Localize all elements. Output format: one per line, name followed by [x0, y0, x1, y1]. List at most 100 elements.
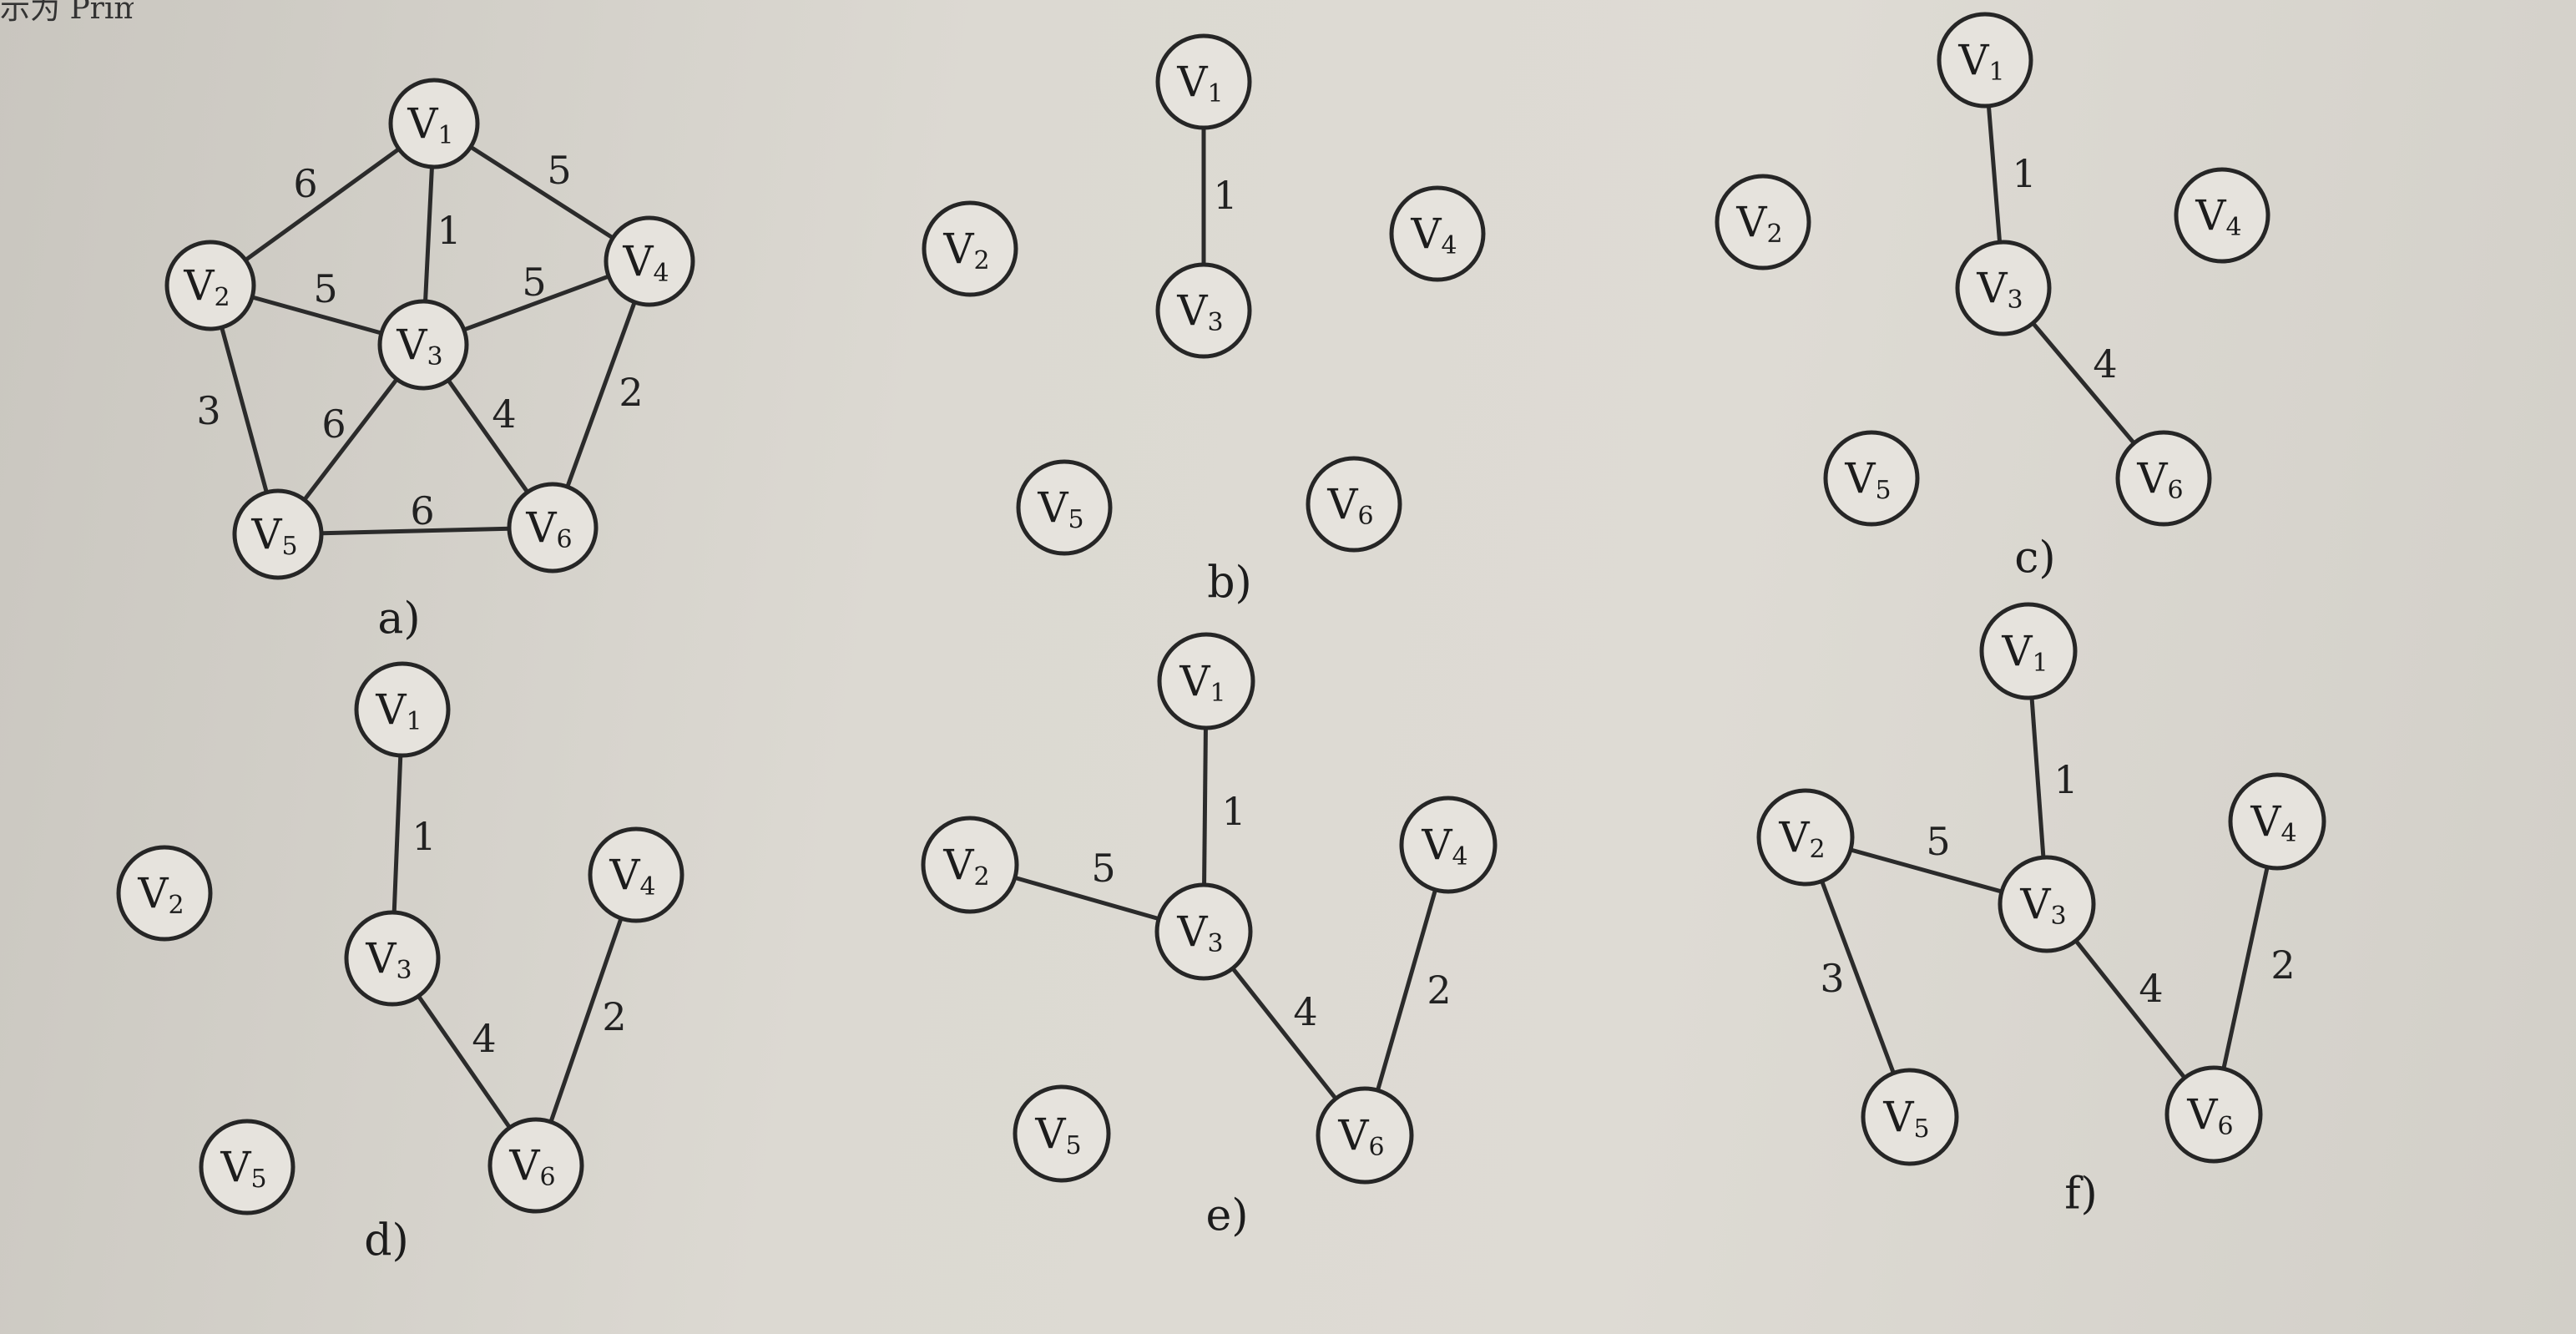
node-v1: V1: [1155, 33, 1252, 130]
node-subscript: 3: [427, 342, 443, 371]
node-circle: [1306, 456, 1402, 553]
node-letter: V: [1778, 813, 1810, 862]
node-label: V1: [407, 99, 453, 150]
node-letter: V: [250, 510, 282, 558]
node-circle: [2115, 430, 2212, 527]
node-label: V5: [1882, 1093, 1929, 1144]
node-subscript: 5: [1066, 1131, 1082, 1160]
node-v5: V5: [1861, 1068, 1959, 1166]
node-v1: V1: [1157, 632, 1255, 730]
node-circle: [487, 1117, 584, 1214]
node-v4: V4: [2174, 167, 2270, 264]
node-v2: V2: [1715, 174, 1811, 270]
node-subscript: 3: [397, 956, 412, 985]
node-subscript: 3: [2051, 902, 2067, 931]
node-letter: V: [2195, 191, 2226, 240]
node-label: V1: [2001, 627, 2048, 678]
node-label: V1: [1957, 36, 2004, 87]
node-v3: V3: [1155, 262, 1252, 359]
node-letter: V: [622, 237, 654, 285]
node-letter: V: [2001, 627, 2033, 675]
node-letter: V: [1176, 58, 1208, 106]
node-subscript: 1: [438, 121, 454, 150]
header-text-fragment: 示为 Prim 算法: [0, 0, 134, 22]
node-letter: V: [2136, 454, 2168, 503]
node-letter: V: [396, 321, 427, 369]
node-v2: V2: [116, 845, 213, 942]
node-label: V1: [375, 685, 422, 736]
node-v1: V1: [388, 78, 480, 169]
node-label: V3: [365, 934, 412, 985]
node-letter: V: [137, 869, 169, 917]
edge-weight-label: 1: [2053, 757, 2078, 802]
node-label: V6: [1337, 1111, 1384, 1162]
node-label: V2: [183, 261, 230, 312]
node-letter: V: [1844, 454, 1876, 503]
node-v4: V4: [2228, 772, 2326, 871]
node-v3: V3: [1154, 882, 1253, 981]
edge-weight-label: 2: [602, 994, 626, 1039]
node-v3: V3: [1998, 855, 2096, 953]
node-letter: V: [1176, 286, 1208, 335]
edge-weight-label: 4: [2139, 966, 2163, 1011]
node-circle: [604, 215, 695, 307]
node-circle: [2228, 772, 2326, 871]
node-v5: V5: [199, 1119, 295, 1215]
node-letter: V: [2019, 880, 2051, 928]
node-v2: V2: [1756, 788, 1855, 887]
node-subscript: 4: [1442, 231, 1457, 260]
node-subscript: 5: [251, 1165, 267, 1194]
node-v6: V6: [1316, 1086, 1414, 1185]
node-subscript: 4: [654, 259, 669, 288]
node-v2: V2: [164, 240, 256, 331]
node-letter: V: [220, 1143, 251, 1191]
node-label: V2: [137, 869, 184, 920]
node-label: V2: [1735, 198, 1782, 249]
edge-weight-label: 1: [437, 208, 461, 253]
node-letter: V: [2250, 797, 2281, 846]
panel-caption: c): [2014, 533, 2055, 584]
node-circle: [2164, 1065, 2263, 1164]
edge-v4-v6: [550, 260, 652, 528]
node-subscript: 4: [1452, 842, 1468, 872]
node-v3: V3: [377, 299, 469, 391]
edge-v4-v6: [2211, 821, 2280, 1115]
edge-weight-label: 5: [313, 266, 337, 311]
node-letter: V: [1421, 821, 1452, 869]
node-v6: V6: [2164, 1065, 2263, 1164]
node-label: V2: [942, 225, 989, 275]
node-circle: [507, 482, 599, 574]
edge-weight-label: 6: [293, 161, 317, 206]
node-label: V2: [942, 841, 989, 892]
node-letter: V: [375, 685, 407, 734]
node-v6: V6: [1306, 456, 1402, 553]
node-v3: V3: [1955, 240, 2052, 336]
node-circle: [1979, 602, 2078, 700]
node-letter: V: [1037, 483, 1068, 532]
node-label: V4: [609, 851, 655, 902]
node-circle: [1861, 1068, 1959, 1166]
edge-weight-label: 4: [1293, 989, 1317, 1034]
node-circle: [164, 240, 256, 331]
edge-weight-label: 4: [2093, 341, 2117, 387]
node-letter: V: [525, 503, 557, 552]
node-letter: V: [365, 934, 397, 983]
edge-weight-label: 5: [522, 260, 546, 305]
node-subscript: 6: [2168, 476, 2184, 505]
edge-v5-v6: [277, 525, 553, 537]
node-v5: V5: [1823, 430, 1920, 527]
node-label: V6: [525, 503, 572, 554]
node-letter: V: [1179, 657, 1210, 705]
node-letter: V: [1410, 210, 1442, 258]
node-subscript: 6: [1358, 502, 1374, 531]
edge-weight-label: 1: [1213, 173, 1237, 218]
node-subscript: 1: [1989, 58, 2005, 87]
node-subscript: 5: [1876, 476, 1892, 505]
panel-caption: d): [364, 1216, 409, 1266]
node-circle: [1389, 185, 1486, 282]
node-label: V5: [250, 510, 297, 561]
node-circle: [344, 910, 441, 1007]
